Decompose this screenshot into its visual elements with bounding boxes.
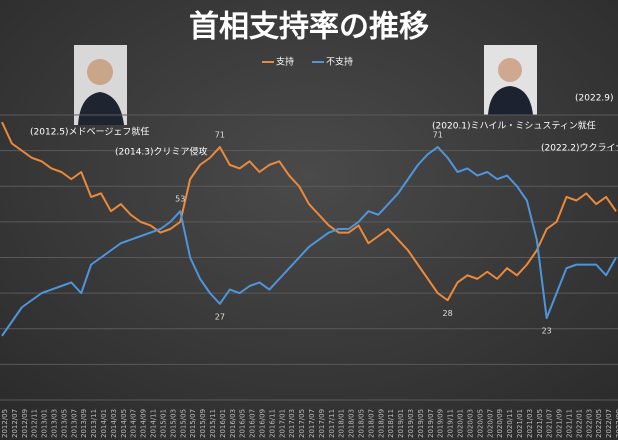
x-tick-label: 2019/11 xyxy=(447,409,455,438)
x-tick-label: 2021/01 xyxy=(516,409,524,438)
x-tick-label: 2022/09 xyxy=(615,409,618,438)
x-tick-label: 2013/07 xyxy=(70,409,78,438)
x-tick-label: 2014/01 xyxy=(100,409,108,438)
x-tick-label: 2014/11 xyxy=(150,409,158,438)
x-tick-label: 2021/05 xyxy=(536,409,544,438)
legend-label: 支持 xyxy=(276,56,294,68)
x-tick-label: 2016/07 xyxy=(249,409,257,438)
x-tick-label: 2017/05 xyxy=(298,409,306,438)
series-line xyxy=(1,121,617,302)
x-tick-label: 2018/11 xyxy=(387,409,395,438)
x-tick-label: 2017/03 xyxy=(288,409,296,438)
annotation: (2014.3)クリミア侵攻 xyxy=(115,146,208,158)
x-tick-label: 2015/09 xyxy=(199,409,207,438)
value-label: 28 xyxy=(443,309,453,318)
x-tick-label: 2012/05 xyxy=(1,409,9,438)
legend-label: 不支持 xyxy=(326,56,353,68)
x-tick-label: 2017/09 xyxy=(318,409,326,438)
x-tick-label: 2013/11 xyxy=(90,409,98,438)
x-tick-label: 2012/07 xyxy=(11,409,19,438)
x-tick-label: 2014/03 xyxy=(110,409,118,438)
value-label: 71 xyxy=(433,131,443,140)
x-tick-label: 2017/07 xyxy=(308,409,316,438)
x-tick-label: 2014/09 xyxy=(140,409,148,438)
x-tick-label: 2017/11 xyxy=(328,409,336,438)
x-tick-label: 2019/07 xyxy=(427,409,435,438)
x-tick-label: 2013/09 xyxy=(80,409,88,438)
x-tick-label: 2019/01 xyxy=(397,409,405,438)
x-tick-label: 2015/11 xyxy=(209,409,217,438)
x-tick-label: 2020/01 xyxy=(457,409,465,438)
x-tick-label: 2016/05 xyxy=(239,409,247,438)
series-line xyxy=(1,146,617,337)
x-tick-label: 2020/03 xyxy=(466,409,474,438)
x-tick-label: 2021/03 xyxy=(526,409,534,438)
x-tick-label: 2022/03 xyxy=(585,409,593,438)
x-tick-label: 2021/11 xyxy=(565,409,573,438)
annotation: (2020.1)ミハイル・ミシュスティン就任 xyxy=(432,120,596,132)
x-tick-label: 2018/03 xyxy=(348,409,356,438)
annotation: (2012.5)メドベージェフ就任 xyxy=(30,126,149,138)
x-tick-label: 2018/07 xyxy=(367,409,375,438)
x-tick-label: 2017/01 xyxy=(278,409,286,438)
x-tick-label: 2015/05 xyxy=(179,409,187,438)
x-tick-label: 2019/03 xyxy=(407,409,415,438)
x-tick-label: 2019/09 xyxy=(437,409,445,438)
x-tick-label: 2015/01 xyxy=(159,409,167,438)
x-tick-label: 2018/09 xyxy=(377,409,385,438)
value-label: 27 xyxy=(215,312,225,321)
x-tick-label: 2014/05 xyxy=(120,409,128,438)
x-tick-label: 2015/03 xyxy=(169,409,177,438)
value-label: 53 xyxy=(175,195,185,204)
x-tick-label: 2015/07 xyxy=(189,409,197,438)
x-tick-label: 2012/11 xyxy=(31,409,39,438)
x-tick-label: 2013/01 xyxy=(41,409,49,438)
value-label: 71 xyxy=(215,131,225,140)
x-tick-label: 2022/01 xyxy=(575,409,583,438)
x-tick-label: 2020/09 xyxy=(496,409,504,438)
x-tick-label: 2020/05 xyxy=(476,409,484,438)
x-tick-label: 2014/07 xyxy=(130,409,138,438)
value-label: 23 xyxy=(542,327,552,336)
x-tick-label: 2022/05 xyxy=(595,409,603,438)
photo-medvedev xyxy=(74,45,127,125)
x-tick-label: 2019/05 xyxy=(417,409,425,438)
x-tick-label: 2020/11 xyxy=(506,409,514,438)
x-tick-label: 2021/07 xyxy=(546,409,554,438)
x-tick-label: 2016/11 xyxy=(268,409,276,438)
annotation: (2022.2)ウクライナ侵攻 xyxy=(541,142,618,154)
x-tick-label: 2016/01 xyxy=(219,409,227,438)
chart-title: 首相支持率の推移 xyxy=(189,10,429,45)
photo-mishustin xyxy=(484,45,537,115)
x-tick-label: 2018/05 xyxy=(358,409,366,438)
x-tick-label: 2016/03 xyxy=(229,409,237,438)
x-tick-label: 2018/01 xyxy=(338,409,346,438)
x-tick-label: 2013/05 xyxy=(60,409,68,438)
x-tick-label: 2022/07 xyxy=(605,409,613,438)
x-tick-label: 2012/09 xyxy=(21,409,29,438)
x-tick-label: 2020/07 xyxy=(486,409,494,438)
annotation: (2022.9) xyxy=(575,94,614,104)
x-tick-label: 2013/03 xyxy=(51,409,59,438)
x-tick-label: 2021/09 xyxy=(556,409,564,438)
x-tick-label: 2016/09 xyxy=(258,409,266,438)
